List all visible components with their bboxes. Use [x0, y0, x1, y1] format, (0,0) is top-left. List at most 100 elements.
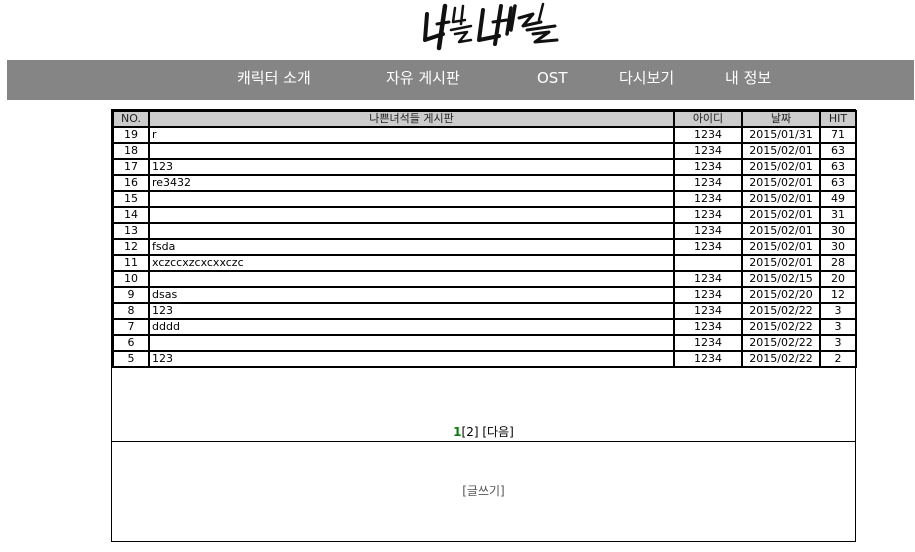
header-title: 나쁜녀석들 게시판: [148, 110, 675, 128]
row-hit: 30: [819, 238, 857, 256]
row-date: 2015/02/01: [741, 190, 821, 208]
row-no: 13: [112, 222, 150, 240]
row-hit: 2: [819, 350, 857, 368]
row-date: 2015/02/15: [741, 270, 821, 288]
row-date: 2015/02/01: [741, 238, 821, 256]
row-author-id: 1234: [673, 302, 743, 320]
row-author-id: 1234: [673, 238, 743, 256]
table-row[interactable]: 19 r 1234 2015/01/31 71: [112, 126, 857, 144]
nav-item-ost[interactable]: OST: [537, 69, 568, 87]
row-date: 2015/02/01: [741, 174, 821, 192]
table-row[interactable]: 9 dsas 1234 2015/02/20 12: [112, 286, 857, 304]
row-no: 7: [112, 318, 150, 336]
write-post-button[interactable]: [글쓰기]: [462, 484, 505, 498]
table-row[interactable]: 16 re3432 1234 2015/02/01 63: [112, 174, 857, 192]
row-date: 2015/02/01: [741, 158, 821, 176]
table-row[interactable]: 7 dddd 1234 2015/02/22 3: [112, 318, 857, 336]
row-author-id: 1234: [673, 270, 743, 288]
main-nav-bar: 캐릭터 소개 자유 게시판 OST 다시보기 내 정보: [7, 60, 914, 100]
row-hit: 12: [819, 286, 857, 304]
row-no: 19: [112, 126, 150, 144]
row-no: 17: [112, 158, 150, 176]
row-no: 16: [112, 174, 150, 192]
table-row[interactable]: 17 123 1234 2015/02/01 63: [112, 158, 857, 176]
row-title[interactable]: 123: [148, 350, 675, 368]
row-title[interactable]: [148, 142, 675, 160]
row-title[interactable]: dsas: [148, 286, 675, 304]
table-row[interactable]: 13 1234 2015/02/01 30: [112, 222, 857, 240]
row-hit: 71: [819, 126, 857, 144]
board-header-row: NO. 나쁜녀석들 게시판 아이디 날짜 HIT: [112, 110, 857, 128]
table-row[interactable]: 6 1234 2015/02/22 3: [112, 334, 857, 352]
header-id: 아이디: [673, 110, 743, 128]
board-body: 19 r 1234 2015/01/31 71 18 1234 2015/02/01 63 17 1…: [112, 126, 857, 368]
row-title[interactable]: [148, 270, 675, 288]
nav-item-my-info[interactable]: 내 정보: [725, 69, 772, 87]
row-author-id: 1234: [673, 334, 743, 352]
row-title[interactable]: [148, 206, 675, 224]
row-author-id: 1234: [673, 174, 743, 192]
nav-item-replay[interactable]: 다시보기: [619, 69, 675, 87]
site-logo[interactable]: [415, 0, 565, 54]
row-hit: 28: [819, 254, 857, 272]
row-title[interactable]: re3432: [148, 174, 675, 192]
row-author-id: [673, 254, 743, 272]
row-date: 2015/02/22: [741, 318, 821, 336]
row-no: 14: [112, 206, 150, 224]
row-author-id: 1234: [673, 350, 743, 368]
row-no: 15: [112, 190, 150, 208]
row-author-id: 1234: [673, 286, 743, 304]
row-hit: 30: [819, 222, 857, 240]
row-author-id: 1234: [673, 158, 743, 176]
board-container: NO. 나쁜녀석들 게시판 아이디 날짜 HIT 19 r 1234 2015/01/…: [111, 109, 857, 542]
nav-item-free-board[interactable]: 자유 게시판: [386, 69, 460, 87]
row-title[interactable]: [148, 334, 675, 352]
row-hit: 63: [819, 158, 857, 176]
header-no: NO.: [112, 110, 150, 128]
table-row[interactable]: 12 fsda 1234 2015/02/01 30: [112, 238, 857, 256]
row-title[interactable]: r: [148, 126, 675, 144]
row-no: 9: [112, 286, 150, 304]
row-date: 2015/02/01: [741, 142, 821, 160]
header-hit: HIT: [819, 110, 857, 128]
row-no: 10: [112, 270, 150, 288]
page-2-link[interactable]: [2]: [461, 425, 479, 439]
table-row[interactable]: 14 1234 2015/02/01 31: [112, 206, 857, 224]
row-hit: 49: [819, 190, 857, 208]
table-row[interactable]: 8 123 1234 2015/02/22 3: [112, 302, 857, 320]
nav-item-character-intro[interactable]: 캐릭터 소개: [237, 69, 311, 87]
table-row[interactable]: 10 1234 2015/02/15 20: [112, 270, 857, 288]
table-row[interactable]: 15 1234 2015/02/01 49: [112, 190, 857, 208]
row-no: 8: [112, 302, 150, 320]
row-title[interactable]: xczccxzcxcxxczc: [148, 254, 675, 272]
next-page-link[interactable]: [다음]: [482, 425, 514, 439]
row-hit: 31: [819, 206, 857, 224]
divider: [112, 441, 855, 442]
row-author-id: 1234: [673, 190, 743, 208]
row-author-id: 1234: [673, 126, 743, 144]
row-no: 12: [112, 238, 150, 256]
row-title[interactable]: 123: [148, 302, 675, 320]
page-current[interactable]: 1: [453, 425, 462, 439]
row-no: 5: [112, 350, 150, 368]
table-row[interactable]: 18 1234 2015/02/01 63: [112, 142, 857, 160]
row-hit: 3: [819, 302, 857, 320]
table-row[interactable]: 5 123 1234 2015/02/22 2: [112, 350, 857, 368]
row-hit: 20: [819, 270, 857, 288]
row-hit: 63: [819, 142, 857, 160]
row-date: 2015/02/22: [741, 334, 821, 352]
row-date: 2015/02/20: [741, 286, 821, 304]
row-title[interactable]: fsda: [148, 238, 675, 256]
row-author-id: 1234: [673, 142, 743, 160]
write-area: [글쓰기]: [112, 482, 855, 499]
row-title[interactable]: 123: [148, 158, 675, 176]
table-row[interactable]: 11 xczccxzcxcxxczc 2015/02/01 28: [112, 254, 857, 272]
row-date: 2015/02/01: [741, 206, 821, 224]
row-date: 2015/02/22: [741, 302, 821, 320]
row-title[interactable]: [148, 190, 675, 208]
row-date: 2015/02/22: [741, 350, 821, 368]
row-hit: 63: [819, 174, 857, 192]
row-title[interactable]: [148, 222, 675, 240]
row-title[interactable]: dddd: [148, 318, 675, 336]
row-date: 2015/02/01: [741, 254, 821, 272]
